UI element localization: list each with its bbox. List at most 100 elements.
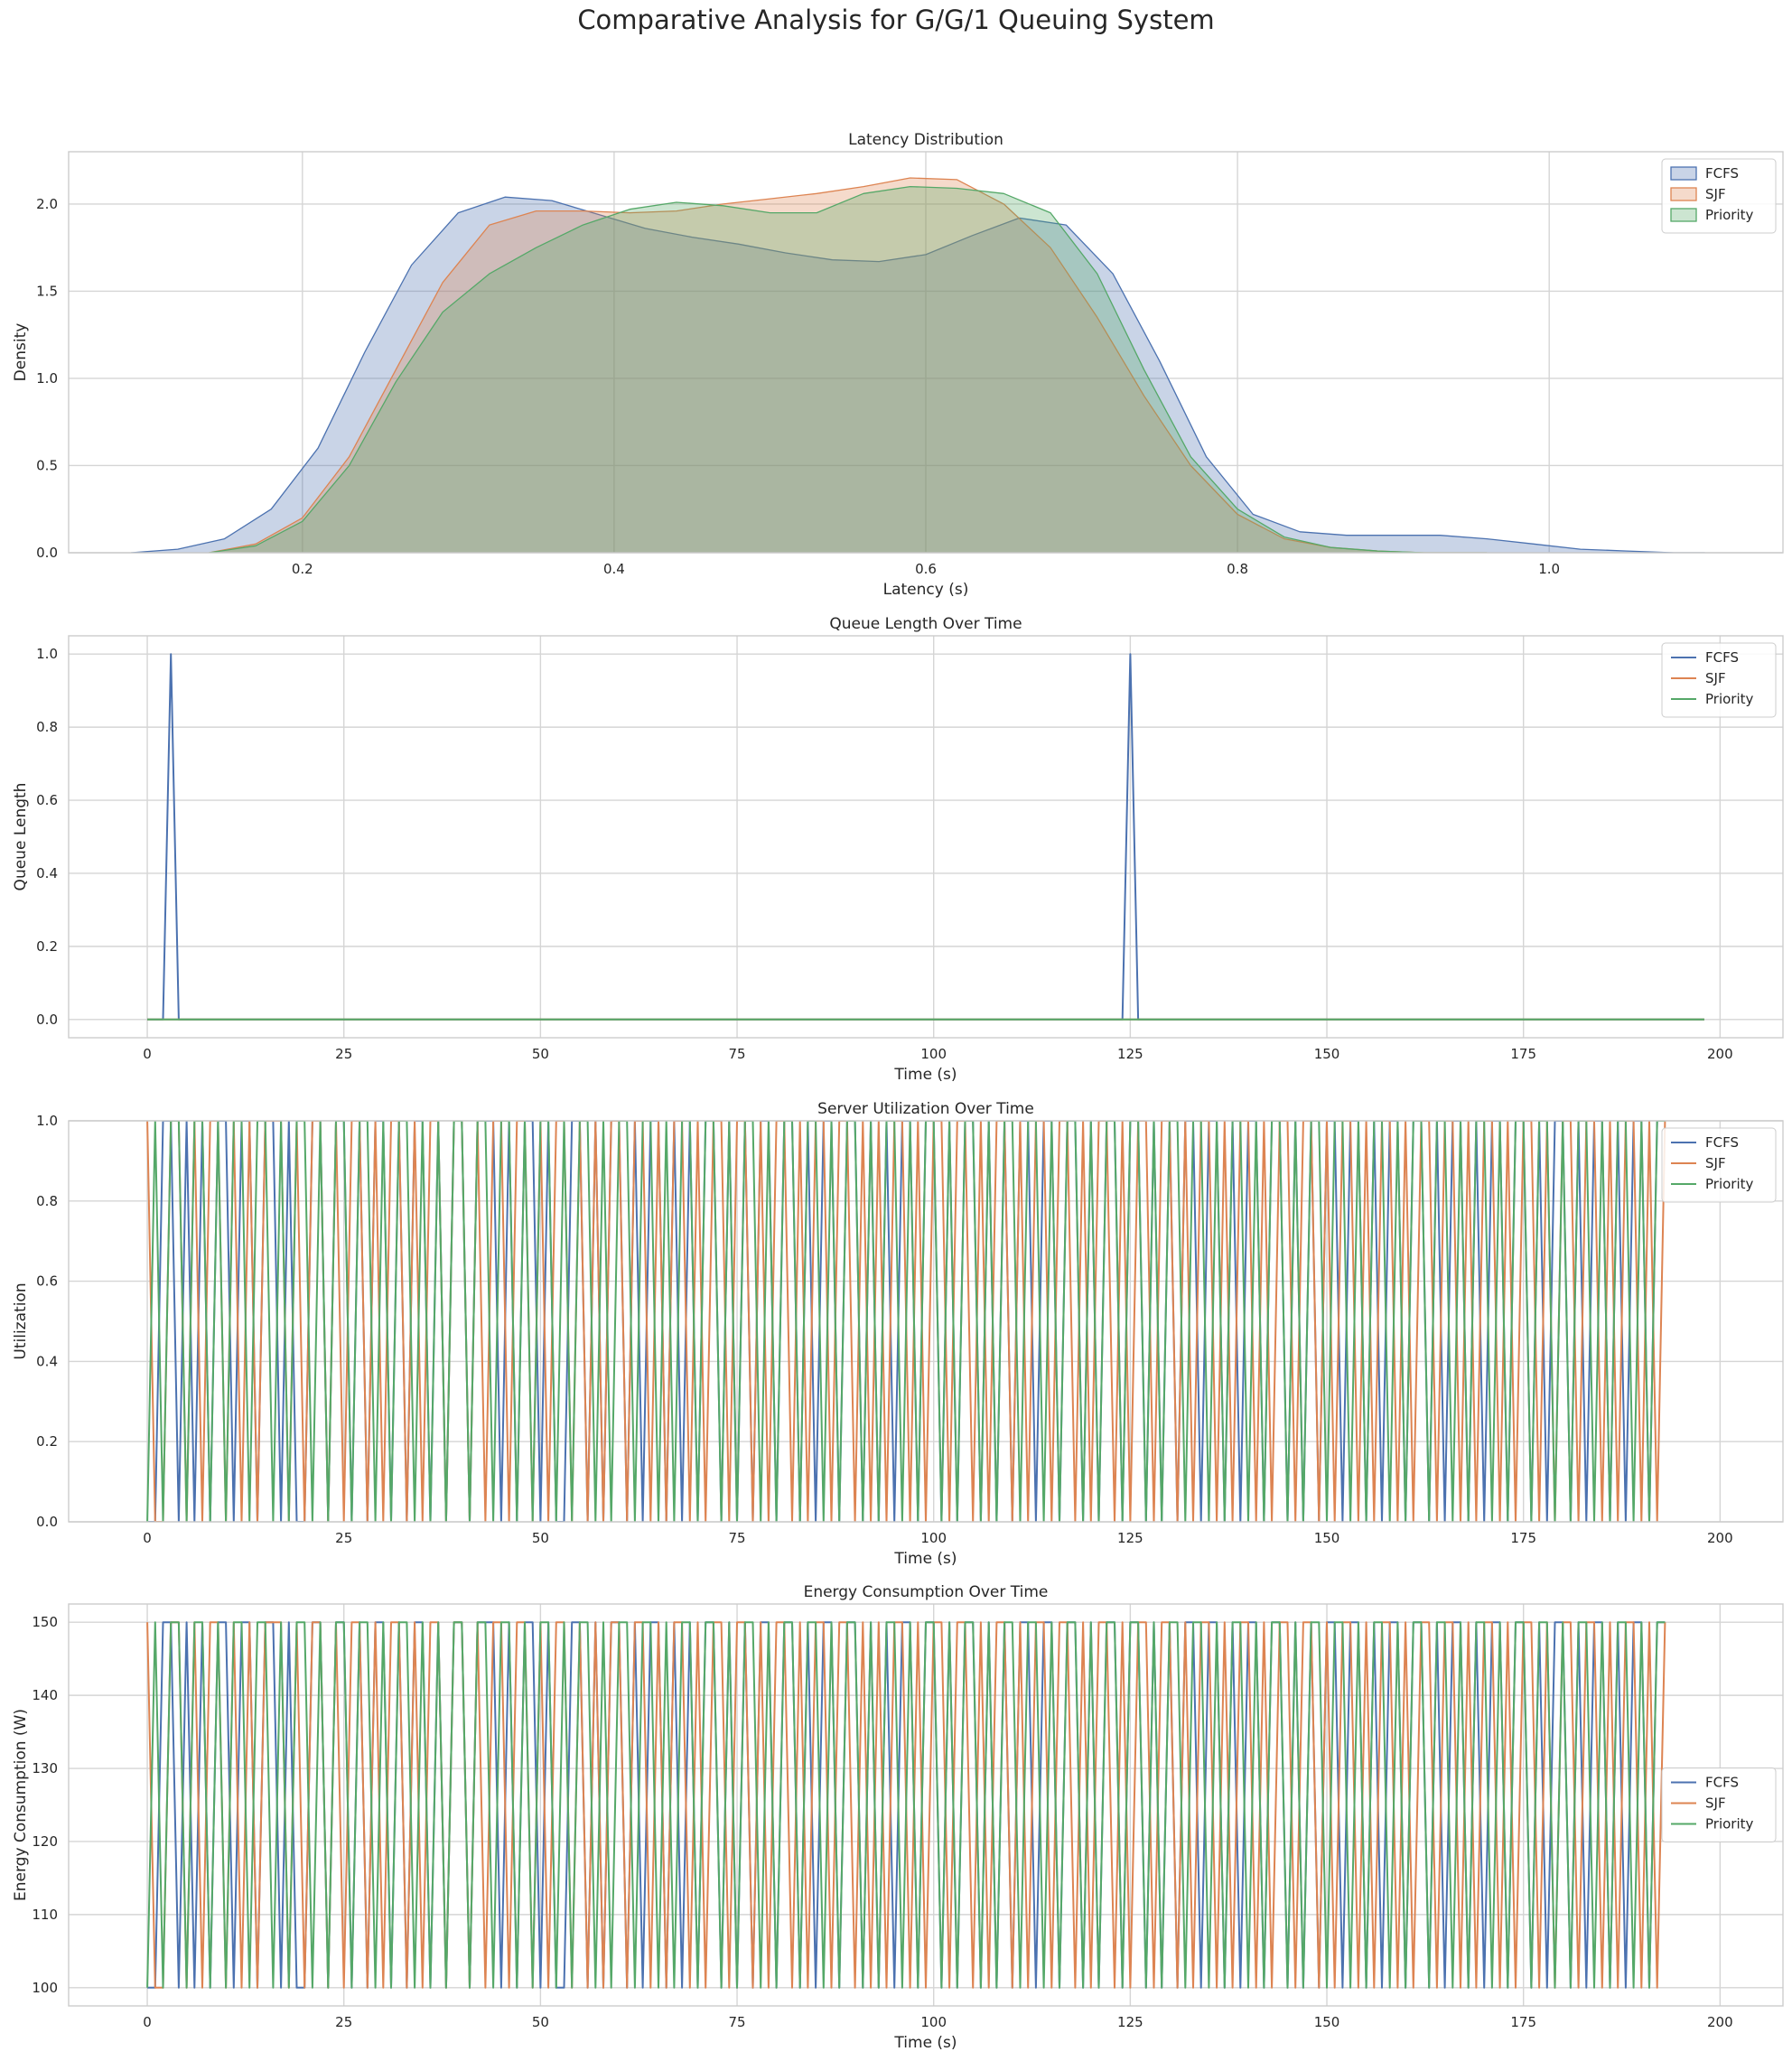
x-tick-label: 75 [728,1530,745,1546]
series-line-priority [146,1621,1666,1989]
x-axis-label: Time (s) [893,1550,957,1568]
x-tick-label: 175 [1510,2014,1536,2030]
series-area-sjf [209,178,1488,553]
x-tick-label: 50 [532,2014,549,2030]
y-tick-label: 110 [32,1907,58,1923]
series-line-sjf [209,177,1488,553]
y-tick-label: 0.4 [36,865,58,881]
panel-3: 0 25 50 75 100 125 150 175 200 0.0 0.2 0.4 0.6 0.8 1.0… [12,1100,1784,1568]
x-tick-label: 200 [1707,2014,1733,2030]
x-tick-label: 50 [532,1530,549,1546]
series-area-fcfs [131,197,1705,553]
y-tick-label: 0.2 [36,1433,58,1450]
x-tick-label: 125 [1117,2014,1143,2030]
y-axis-label: Energy Consumption (W) [12,1709,30,1901]
y-tick-label: 120 [32,1833,58,1850]
series-group [130,177,1705,553]
x-tick-label: 150 [1314,2014,1340,2030]
series-line-fcfs [147,653,1704,1021]
x-tick-label: 0 [143,1046,152,1062]
legend-swatch-fcfs [1670,166,1697,181]
y-tick-label: 150 [32,1614,58,1630]
legend-box [1661,158,1777,234]
y-axis-label: Queue Length [12,783,30,891]
panel-4: 0 25 50 75 100 125 150 175 200 100 110 120 130 140 150… [12,1583,1784,2052]
legend-label-priority: Priority [1705,1176,1754,1192]
series-group [146,1121,1666,1522]
x-tick-label: 100 [920,1530,947,1546]
x-tick-label: 25 [335,2014,352,2030]
legend: FCFS SJF Priority [1661,158,1777,234]
y-tick-label: 0.0 [36,1514,58,1530]
x-tick-label: 0.8 [1227,561,1248,577]
y-tick-label: 1.0 [36,646,58,662]
x-tick-label: 25 [335,1046,352,1062]
y-axis-label: Utilization [12,1282,30,1359]
x-axis-label: Time (s) [893,2034,957,2052]
figure-title: Comparative Analysis for G/G/1 Queuing S… [577,5,1214,35]
panel-title: Queue Length Over Time [829,615,1022,633]
x-tick-label: 175 [1510,1046,1536,1062]
y-tick-label: 1.5 [36,283,58,299]
legend-label-fcfs: FCFS [1705,1775,1739,1791]
x-tick-label: 0.2 [292,561,313,577]
legend: FCFS SJF Priority [1661,1767,1777,1842]
x-tick-label: 175 [1510,1530,1536,1546]
y-tick-label: 0.4 [36,1353,58,1369]
x-tick-label: 75 [728,2014,745,2030]
legend: FCFS SJF Priority [1661,642,1777,718]
panel-2: 0 25 50 75 100 125 150 175 200 0.0 0.2 0.4 0.6 0.8 1.0… [12,615,1784,1084]
legend-swatch-priority [1670,208,1697,222]
x-tick-label: 0.4 [603,561,625,577]
y-tick-label: 0.6 [36,1273,58,1290]
panel-title: Server Utilization Over Time [817,1100,1034,1118]
x-tick-label: 0 [143,1530,152,1546]
x-tick-label: 75 [728,1046,745,1062]
plot-frame [68,635,1784,1039]
x-tick-label: 100 [920,1046,947,1062]
plot-frame [68,151,1784,554]
y-tick-label: 0.2 [36,938,58,955]
x-axis-label: Latency (s) [883,581,969,599]
legend-label-priority: Priority [1705,691,1754,707]
y-tick-label: 0.6 [36,792,58,808]
y-tick-label: 130 [32,1760,58,1777]
x-tick-label: 50 [532,1046,549,1062]
x-tick-label: 25 [335,1530,352,1546]
series-group [147,653,1704,1021]
y-tick-label: 100 [32,1980,58,1996]
x-tick-label: 150 [1314,1046,1340,1062]
x-tick-label: 200 [1707,1530,1733,1546]
y-tick-label: 0.8 [36,719,58,735]
x-tick-label: 125 [1117,1530,1143,1546]
x-tick-label: 100 [920,2014,947,2030]
y-tick-label: 0.0 [36,545,58,561]
legend-label-priority: Priority [1705,207,1754,223]
x-tick-label: 1.0 [1538,561,1560,577]
panel-title: Latency Distribution [848,131,1003,149]
legend-swatch-sjf [1670,187,1697,201]
legend-label-sjf: SJF [1705,1795,1726,1812]
legend-label-fcfs: FCFS [1705,1134,1739,1151]
legend-label-fcfs: FCFS [1705,649,1739,666]
x-tick-label: 0.6 [915,561,937,577]
x-axis-label: Time (s) [893,1066,957,1084]
legend-label-sjf: SJF [1705,670,1726,686]
panel-1: 0.2 0.4 0.6 0.8 1.0 0.0 0.5 1.0 1.5 2.0 Latency Di… [12,131,1784,599]
panel-title: Energy Consumption Over Time [804,1583,1049,1601]
y-tick-label: 0.8 [36,1193,58,1209]
series-group [146,1621,1666,1989]
legend-label-sjf: SJF [1705,1155,1726,1171]
x-tick-label: 200 [1707,1046,1733,1062]
x-tick-label: 125 [1117,1046,1143,1062]
y-tick-label: 0.5 [36,457,58,473]
x-tick-label: 0 [143,2014,152,2030]
plot-frame [68,1603,1784,2007]
x-tick-label: 150 [1314,1530,1340,1546]
y-tick-label: 1.0 [36,1113,58,1129]
series-line-fcfs [130,196,1705,553]
y-tick-label: 2.0 [36,196,58,212]
plot-frame [68,1120,1784,1523]
legend-label-fcfs: FCFS [1705,165,1739,182]
